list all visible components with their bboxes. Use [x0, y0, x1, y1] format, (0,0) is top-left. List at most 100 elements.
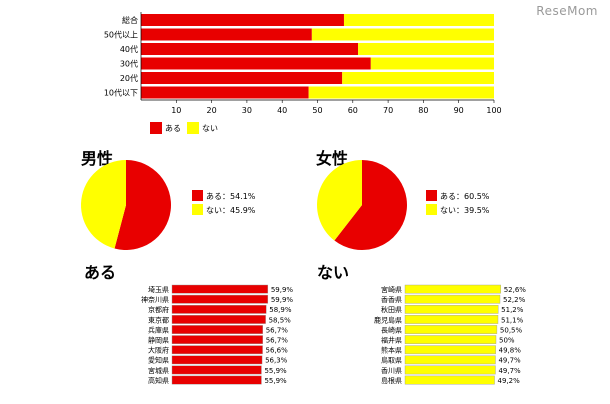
pie-slice-no [316, 160, 362, 241]
prefecture-label: 鹿児島県 [374, 315, 402, 324]
prefecture-bar [171, 335, 263, 345]
bar-no [308, 86, 494, 99]
bar-yes [141, 57, 371, 70]
prefecture-label: 宮崎県 [381, 285, 402, 294]
value-label: 58,5% [269, 316, 292, 324]
value-label: 55,9% [264, 377, 287, 385]
category-label: 50代以上 [104, 30, 138, 40]
prefecture-label: 秋田県 [381, 305, 402, 314]
prefecture-bar [404, 365, 496, 375]
value-label: 52,6% [504, 286, 527, 294]
prefecture-label: 熊本県 [381, 346, 402, 355]
value-label: 51,1% [501, 316, 524, 324]
prefecture-bar [404, 375, 495, 385]
prefecture-label: 長崎県 [381, 325, 402, 334]
prefecture-label: 宮城県 [148, 366, 169, 375]
value-label: 56,7% [266, 337, 289, 345]
value-label: 51,2% [501, 306, 524, 314]
bar-yes [141, 72, 343, 84]
x-tick-label: 90 [454, 106, 464, 115]
value-label: 49,8% [499, 347, 522, 355]
prefecture-bar [171, 325, 263, 334]
pie-legend-label: ない：45.9% [206, 206, 256, 215]
bar-no [358, 43, 494, 55]
value-label: 49,7% [498, 367, 521, 375]
prefecture-bar [404, 345, 496, 355]
bar-panel-title: ある [84, 263, 116, 282]
pie-slice-no [80, 159, 126, 249]
bar-no [370, 57, 494, 70]
bar-panel-title: ない [317, 263, 349, 282]
prefecture-label: 香川県 [381, 366, 402, 375]
bar-yes [141, 28, 312, 41]
prefecture-label: 福井県 [381, 336, 402, 345]
bar-yes [141, 43, 359, 55]
value-label: 50,5% [500, 326, 523, 334]
prefecture-label: 愛知県 [148, 356, 169, 365]
category-label: 10代以下 [104, 88, 138, 98]
pie-legend-swatch [426, 190, 437, 201]
value-label: 52,2% [503, 296, 526, 304]
x-tick-label: 50 [312, 106, 322, 115]
prefecture-bar [171, 355, 263, 365]
x-tick-label: 80 [418, 106, 428, 115]
prefecture-label: 東京都 [148, 315, 169, 324]
x-tick-label: 10 [171, 106, 181, 115]
pie-legend-swatch [192, 204, 203, 215]
value-label: 56,3% [265, 357, 288, 365]
prefecture-bar [171, 375, 262, 385]
prefecture-label: 神奈川県 [141, 295, 169, 304]
prefecture-bar [404, 305, 499, 314]
prefecture-bar [404, 355, 496, 365]
value-label: 58,9% [269, 306, 292, 314]
pie-legend-label: ある：54.1% [206, 192, 256, 201]
prefecture-label: 静岡県 [148, 336, 169, 345]
value-label: 56,7% [266, 326, 289, 334]
prefecture-label: 香香県 [381, 295, 402, 304]
category-label: 40代 [120, 44, 138, 54]
prefecture-label: 埼玉県 [148, 285, 169, 294]
prefecture-bar [171, 284, 269, 294]
pie-legend-label: ある：60.5% [440, 192, 490, 201]
value-label: 59,9% [271, 286, 294, 294]
prefecture-bar [171, 305, 267, 314]
category-label: 30代 [120, 59, 138, 69]
prefecture-label: 大阪府 [148, 346, 169, 355]
prefecture-label: 鳥取県 [381, 356, 402, 365]
x-tick-label: 60 [348, 106, 358, 115]
x-tick-label: 40 [277, 106, 287, 115]
pie-legend-label: ない：39.5% [440, 206, 490, 215]
pie-legend-swatch [192, 190, 203, 201]
prefecture-label: 京都府 [148, 305, 169, 314]
x-tick-label: 30 [242, 106, 252, 115]
category-label: 20代 [120, 73, 138, 83]
prefecture-bar [404, 294, 501, 304]
bar-yes [141, 86, 309, 99]
legend-label-no: ない [202, 124, 218, 133]
prefecture-bar [171, 294, 269, 304]
pie-title: 女性 [316, 149, 348, 168]
pie-legend-swatch [426, 204, 437, 215]
x-tick-label: 100 [486, 106, 501, 115]
value-label: 49,7% [498, 357, 521, 365]
prefecture-bar [404, 284, 501, 294]
pie-slice-yes [334, 160, 407, 250]
value-label: 59,9% [271, 296, 294, 304]
bar-no [342, 72, 494, 84]
prefecture-label: 兵庫県 [148, 325, 169, 334]
prefecture-bar [404, 315, 499, 324]
prefecture-label: 高知県 [148, 376, 169, 385]
legend-swatch-no [187, 122, 199, 134]
prefecture-bar [171, 365, 262, 375]
bar-no [343, 14, 494, 26]
legend-swatch-yes [150, 122, 162, 134]
value-label: 49,2% [498, 377, 521, 385]
bar-yes [141, 14, 344, 26]
pie-slice-yes [114, 160, 171, 250]
prefecture-bar [404, 325, 498, 334]
value-label: 56,6% [266, 347, 289, 355]
value-label: 50% [499, 337, 515, 345]
prefecture-bar [171, 315, 266, 324]
legend-label-yes: ある [165, 124, 181, 133]
